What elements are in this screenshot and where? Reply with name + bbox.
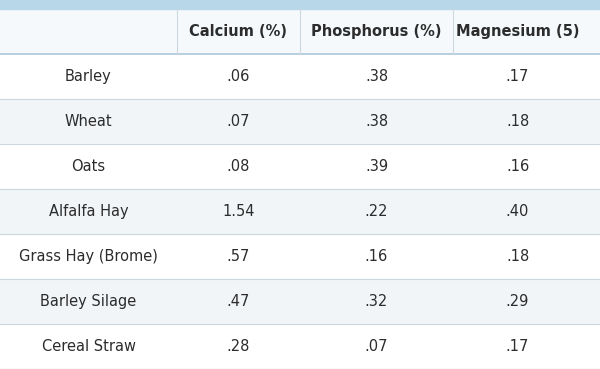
Text: .07: .07	[227, 114, 250, 129]
Text: .57: .57	[227, 249, 250, 264]
Bar	[0, 144, 600, 189]
Text: .16: .16	[506, 159, 529, 174]
Text: .16: .16	[365, 249, 388, 264]
Text: .17: .17	[506, 339, 529, 354]
Text: 1.54: 1.54	[222, 204, 255, 219]
Text: .39: .39	[365, 159, 388, 174]
Text: .06: .06	[227, 69, 250, 84]
Bar	[0, 189, 600, 234]
Text: Wheat: Wheat	[65, 114, 112, 129]
Text: Magnesium (5): Magnesium (5)	[456, 24, 579, 39]
Bar	[0, 9, 600, 54]
Text: Alfalfa Hay: Alfalfa Hay	[49, 204, 128, 219]
Text: .18: .18	[506, 249, 529, 264]
Text: .38: .38	[365, 69, 388, 84]
Text: .07: .07	[365, 339, 388, 354]
Bar	[0, 0, 600, 9]
Text: Cereal Straw: Cereal Straw	[41, 339, 136, 354]
Text: .17: .17	[506, 69, 529, 84]
Text: .29: .29	[506, 294, 529, 309]
Bar	[0, 234, 600, 279]
Text: Grass Hay (Brome): Grass Hay (Brome)	[19, 249, 158, 264]
Text: .18: .18	[506, 114, 529, 129]
Text: .32: .32	[365, 294, 388, 309]
Text: Barley Silage: Barley Silage	[40, 294, 137, 309]
Text: .38: .38	[365, 114, 388, 129]
Text: .40: .40	[506, 204, 529, 219]
Bar	[0, 279, 600, 324]
Text: Oats: Oats	[71, 159, 106, 174]
Text: .47: .47	[227, 294, 250, 309]
Bar	[0, 54, 600, 99]
Bar	[0, 99, 600, 144]
Text: .08: .08	[227, 159, 250, 174]
Text: .28: .28	[227, 339, 250, 354]
Text: Phosphorus (%): Phosphorus (%)	[311, 24, 442, 39]
Text: .22: .22	[365, 204, 388, 219]
Text: Calcium (%): Calcium (%)	[190, 24, 287, 39]
Bar	[0, 324, 600, 369]
Text: Barley: Barley	[65, 69, 112, 84]
